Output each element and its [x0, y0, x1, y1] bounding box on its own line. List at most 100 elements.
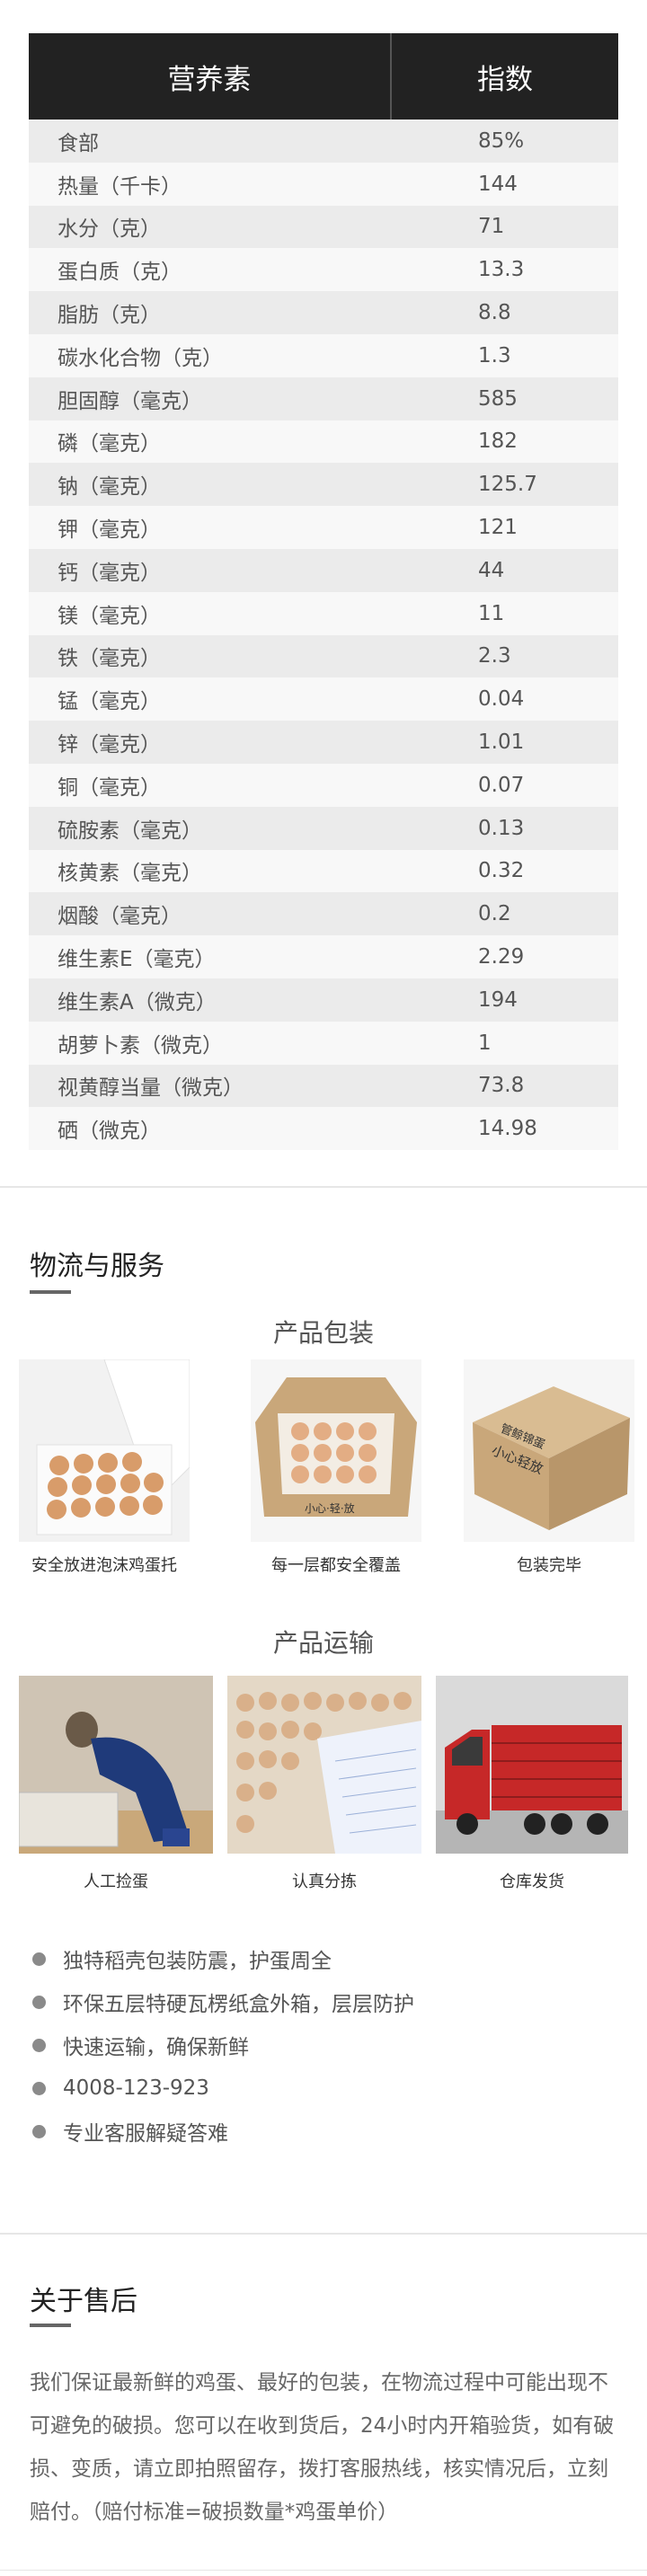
nutrient-name: 硫胺素（毫克） — [58, 819, 202, 843]
feature-text: 4008-123-923 — [63, 2076, 209, 2100]
table-row: 蛋白质（克） 13.3 — [29, 248, 618, 292]
table-row: 钠（毫克） 125.7 — [29, 463, 618, 507]
table-row: 硫胺素（毫克） 0.13 — [29, 806, 618, 850]
nutrient-value: 73.8 — [478, 1074, 525, 1098]
sealed-carton-image: 管鲸锦蛋 小心轻放 — [464, 1359, 634, 1542]
feature-item: 独特稻壳包装防震，护蛋周全 — [30, 1937, 414, 1980]
table-row: 镁（毫克） 11 — [29, 591, 618, 635]
nutrition-table: 营养素 指数 食部 85% 热量（千卡） 144 水分（克） 71 蛋白质（克） 13.3 脂肪… — [29, 33, 618, 1151]
bullet-dot-icon — [32, 2124, 46, 2138]
bullet-dot-icon — [32, 1995, 46, 2009]
bullet-dot-icon — [32, 2038, 46, 2052]
nutrient-value: 13.3 — [478, 258, 525, 282]
nutrient-value: 0.04 — [478, 687, 525, 712]
nutrient-value: 0.2 — [478, 902, 511, 926]
nutrition-table-body: 食部 85% 热量（千卡） 144 水分（克） 71 蛋白质（克） 13.3 脂肪（克） 8.8 碳… — [29, 120, 618, 1151]
nutrient-name: 烟酸（毫克） — [58, 905, 182, 929]
open-carton-icon: 小心·轻·放 — [251, 1359, 421, 1542]
nutrient-name: 碳水化合物（克） — [58, 346, 223, 370]
nutrient-value: 2.29 — [478, 945, 525, 969]
table-row: 维生素E（毫克） 2.29 — [29, 935, 618, 978]
after-sales-title: 关于售后 — [30, 2286, 137, 2317]
nutrient-name: 镁（毫克） — [58, 604, 161, 628]
table-row: 核黄素（毫克） 0.32 — [29, 849, 618, 893]
nutrient-name: 维生素A（微克） — [58, 990, 217, 1014]
nutrient-name: 硒（微克） — [58, 1120, 161, 1144]
nutrient-value: 0.13 — [478, 816, 525, 840]
nutrient-name: 钾（毫克） — [58, 518, 161, 543]
header-nutrient: 营养素 — [29, 33, 392, 120]
transport-caption-1: 人工捡蛋 — [84, 1872, 148, 1891]
nutrition-table-header: 营养素 指数 — [29, 33, 618, 120]
table-row: 碳水化合物（克） 1.3 — [29, 333, 618, 377]
feature-text: 快速运输，确保新鲜 — [63, 2036, 249, 2059]
sealed-carton-icon: 管鲸锦蛋 小心轻放 — [464, 1359, 634, 1542]
nutrient-name: 磷（毫克） — [58, 432, 161, 456]
packaging-caption-1: 安全放进泡沫鸡蛋托 — [31, 1556, 177, 1575]
table-row: 水分（克） 71 — [29, 205, 618, 249]
table-row: 胡萝卜素（微克） 1 — [29, 1021, 618, 1065]
feature-list: 独特稻壳包装防震，护蛋周全 环保五层特硬瓦楞纸盒外箱，层层防护 快速运输，确保新鲜 4… — [30, 1937, 414, 2153]
foam-egg-tray-icon — [19, 1359, 190, 1542]
nutrient-value: 2.3 — [478, 644, 511, 668]
nutrient-value: 1.01 — [478, 730, 525, 755]
open-carton-eggs-image: 小心·轻·放 — [251, 1359, 421, 1542]
feature-text: 专业客服解疑答难 — [63, 2122, 228, 2146]
table-row: 钾（毫克） 121 — [29, 506, 618, 549]
nutrient-name: 脂肪（克） — [58, 304, 161, 328]
nutrient-name: 胆固醇（毫克） — [58, 389, 202, 413]
nutrient-name: 水分（克） — [58, 217, 161, 242]
table-row: 硒（微克） 14.98 — [29, 1107, 618, 1151]
nutrient-value: 1.3 — [478, 343, 511, 367]
nutrient-value: 0.32 — [478, 859, 525, 883]
nutrient-name: 钠（毫克） — [58, 475, 161, 500]
table-row: 锌（毫克） 1.01 — [29, 721, 618, 764]
table-row: 磷（毫克） 182 — [29, 420, 618, 464]
feature-text: 独特稻壳包装防震，护蛋周全 — [63, 1950, 332, 1973]
bullet-dot-icon — [32, 1952, 46, 1966]
nutrient-value: 144 — [478, 172, 518, 196]
nutrient-value: 14.98 — [478, 1117, 537, 1141]
nutrient-name: 核黄素（毫克） — [58, 862, 202, 886]
nutrient-name: 铁（毫克） — [58, 647, 161, 671]
header-index: 指数 — [477, 63, 533, 96]
egg-sorting-icon — [227, 1676, 421, 1854]
table-row: 铁（毫克） 2.3 — [29, 634, 618, 678]
nutrient-name: 锰（毫克） — [58, 690, 161, 714]
table-row: 铜（毫克） 0.07 — [29, 763, 618, 807]
bottom-divider — [0, 2570, 647, 2571]
logistics-title: 物流与服务 — [30, 1251, 164, 1282]
feature-item: 快速运输，确保新鲜 — [30, 2023, 414, 2067]
nutrient-name: 视黄醇当量（微克） — [58, 1076, 244, 1101]
transport-title: 产品运输 — [272, 1628, 374, 1658]
worker-icon — [19, 1676, 213, 1854]
nutrient-value: 125.7 — [478, 473, 537, 497]
foam-egg-tray-image — [19, 1359, 190, 1542]
section-divider-2 — [0, 2233, 647, 2235]
logistics-title-underline — [30, 1290, 71, 1294]
nutrient-value: 0.07 — [478, 773, 525, 797]
nutrient-name: 锌（毫克） — [58, 733, 161, 757]
bullet-dot-icon — [32, 2081, 46, 2095]
nutrient-value: 1 — [478, 1031, 492, 1055]
nutrient-name: 蛋白质（克） — [58, 261, 182, 285]
feature-item: 专业客服解疑答难 — [30, 2110, 414, 2153]
nutrient-name: 食部 — [58, 131, 99, 155]
nutrient-value: 44 — [478, 558, 505, 582]
table-row: 热量（千卡） 144 — [29, 162, 618, 206]
nutrient-value: 8.8 — [478, 301, 511, 325]
after-sales-title-underline — [30, 2324, 71, 2327]
table-row: 钙（毫克） 44 — [29, 548, 618, 592]
carton-print-text: 小心·轻·放 — [305, 1501, 355, 1515]
table-row: 维生素A（微克） 194 — [29, 978, 618, 1022]
nutrient-value: 71 — [478, 215, 505, 239]
table-row: 胆固醇（毫克） 585 — [29, 376, 618, 420]
nutrient-name: 钙（毫克） — [58, 561, 161, 585]
nutrient-name: 热量（千卡） — [58, 174, 182, 199]
nutrient-name: 胡萝卜素（微克） — [58, 1033, 223, 1058]
truck-icon — [436, 1676, 628, 1854]
nutrient-value: 194 — [478, 987, 518, 1012]
section-divider — [0, 1186, 647, 1188]
table-row: 烟酸（毫克） 0.2 — [29, 892, 618, 936]
nutrient-name: 铜（毫克） — [58, 775, 161, 800]
